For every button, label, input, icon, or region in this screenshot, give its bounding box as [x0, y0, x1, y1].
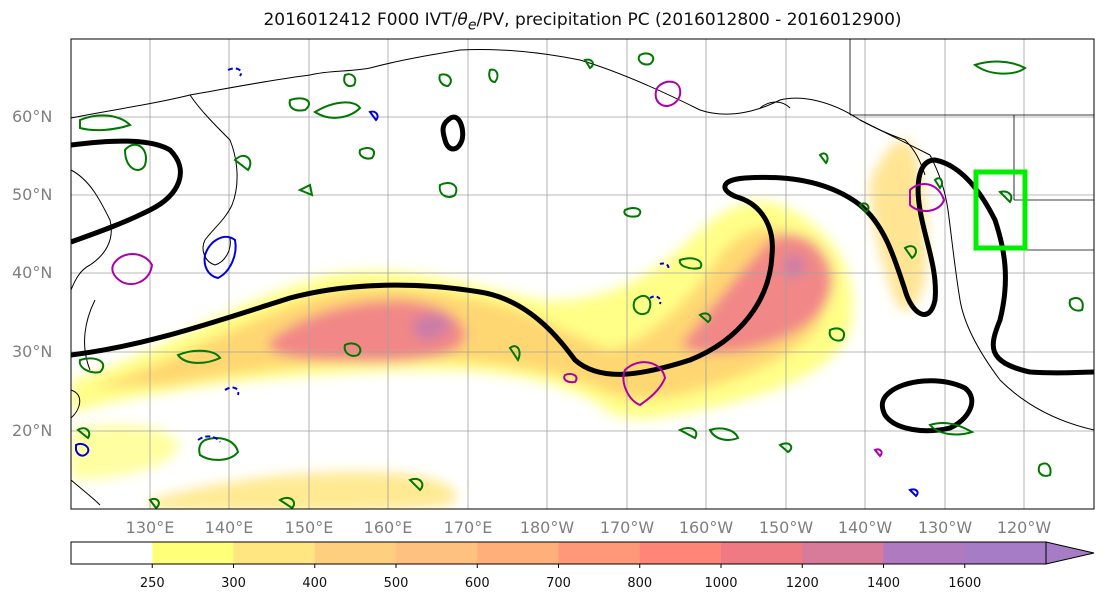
- colorbar-segment: [314, 542, 397, 564]
- colorbar-extend-arrow: [1045, 541, 1095, 565]
- colorbar-segment: [152, 542, 234, 564]
- lon-label-170w: 170°W: [599, 518, 655, 537]
- lon-label-140w: 140°W: [837, 518, 893, 537]
- pv-positive-contours: [111, 80, 946, 458]
- lat-label-20: 20°N: [12, 421, 53, 440]
- ivt-band-1400: [410, 313, 451, 341]
- region-box: [973, 169, 1028, 251]
- lat-label-60: 60°N: [12, 107, 53, 126]
- colorbar: [70, 541, 1095, 568]
- colorbar-segment: [883, 542, 966, 564]
- lon-label-150e: 150°E: [284, 518, 334, 537]
- colorbar-segment: [721, 542, 803, 564]
- lat-label-50: 50°N: [12, 185, 53, 204]
- colorbar-tick-label: 300: [221, 576, 246, 591]
- colorbar-tick-label: 400: [302, 576, 328, 591]
- map-frame: [70, 38, 1095, 510]
- ivt-band-800: [268, 300, 466, 363]
- coastlines: [71, 39, 1094, 506]
- ivt-south-band: [150, 471, 457, 509]
- lon-label-180w: 180°W: [519, 518, 575, 537]
- colorbar-segment: [71, 542, 153, 564]
- lat-label-40: 40°N: [12, 263, 53, 282]
- theta-e-contours: [76, 52, 1084, 509]
- colorbar-tick-label: 500: [383, 576, 409, 591]
- colorbar-tick-label: 1200: [785, 576, 819, 591]
- colorbar-segment: [964, 542, 1047, 564]
- lon-label-150w: 150°W: [758, 518, 814, 537]
- colorbar-tick-label: 1400: [866, 576, 901, 591]
- lon-label-160w: 160°W: [678, 518, 734, 537]
- lon-label-130e: 130°E: [125, 518, 175, 537]
- lon-label-130w: 130°W: [917, 518, 973, 537]
- ivt-shading: [71, 140, 927, 509]
- colorbar-segment: [477, 542, 559, 564]
- title-theta-sub: e: [467, 17, 477, 34]
- chart-title: 2016012412 F000 IVT/θe/PV, precipitation…: [0, 10, 1105, 33]
- colorbar-tick-label: 1000: [704, 576, 738, 591]
- colorbar-tick-label: 1600: [948, 576, 982, 591]
- ivt-band-1400b: [784, 254, 805, 278]
- lon-label-140e: 140°E: [204, 518, 254, 537]
- ivt-band-300: [90, 228, 827, 400]
- ivt-coastal-band: [870, 140, 927, 311]
- title-theta: θ: [457, 10, 468, 30]
- graticule: [71, 39, 1094, 509]
- colorbar-segment: [802, 542, 884, 564]
- colorbar-segment: [233, 542, 316, 564]
- colorbar-tick-label: 600: [464, 576, 490, 591]
- title-prefix: 2016012412 F000 IVT/: [263, 10, 458, 30]
- title-suffix: /PV, precipitation PC (2016012800 - 2016…: [476, 10, 902, 30]
- lat-label-30: 30°N: [12, 342, 53, 361]
- colorbar-tick-label: 800: [627, 576, 653, 591]
- pv-negative-contours: [75, 67, 919, 498]
- colorbar-tick-label: 250: [139, 576, 165, 591]
- lon-label-170e: 170°E: [443, 518, 493, 537]
- colorbar-segment: [396, 542, 478, 564]
- ivt-sw-band: [71, 425, 180, 480]
- colorbar-segment: [639, 542, 722, 564]
- lon-label-120w: 120°W: [996, 518, 1052, 537]
- ivt-contours: [71, 114, 1094, 434]
- lon-label-160e: 160°E: [363, 518, 413, 537]
- colorbar-tick-label: 700: [546, 576, 571, 591]
- colorbar-segment: [558, 542, 641, 564]
